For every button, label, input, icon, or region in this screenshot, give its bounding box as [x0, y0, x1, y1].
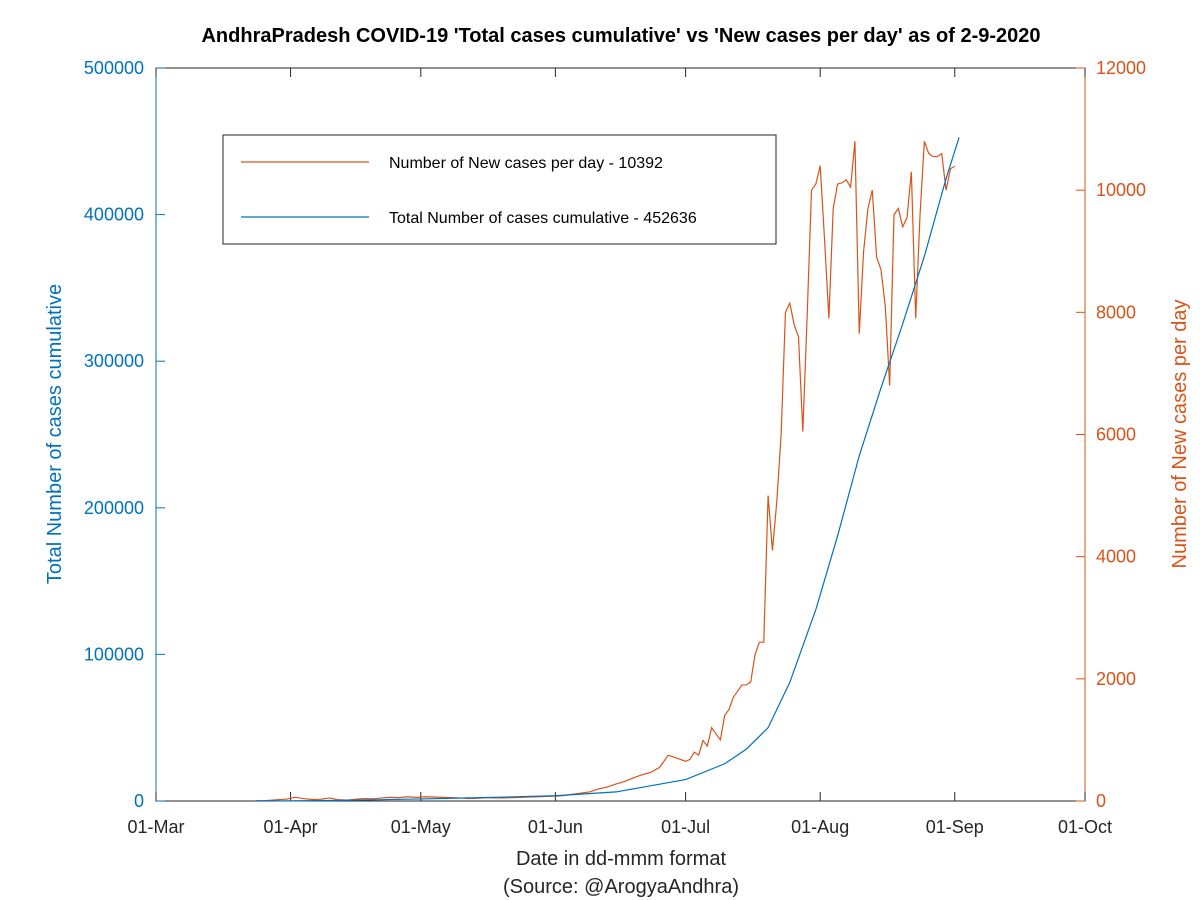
x-axis-source-label: (Source: @ArogyaAndhra) — [503, 876, 739, 898]
x-tick-label: 01-May — [391, 817, 451, 837]
y-right-tick-label: 10000 — [1096, 180, 1146, 200]
legend-label-new-cases: Number of New cases per day - 10392 — [389, 155, 663, 172]
y-right-tick-label: 0 — [1096, 791, 1106, 811]
x-tick-label: 01-Aug — [791, 817, 849, 837]
y-left-tick-label: 300000 — [84, 351, 144, 371]
y-left-tick-label: 0 — [134, 791, 144, 811]
y-left-tick-label: 500000 — [84, 58, 144, 78]
series-line-new-cases — [255, 141, 956, 802]
x-tick-label: 01-Mar — [127, 817, 184, 837]
series-line-total-cases — [255, 137, 960, 802]
legend: Number of New cases per day - 10392 Tota… — [222, 134, 777, 245]
y-left-tick-label: 200000 — [84, 498, 144, 518]
y-right-tick-label: 4000 — [1096, 547, 1136, 567]
x-tick-label: 01-Sep — [926, 817, 984, 837]
y-right-tick-label: 12000 — [1096, 58, 1146, 78]
x-tick-label: 01-Oct — [1058, 817, 1112, 837]
legend-box — [222, 134, 777, 245]
x-tick-label: 01-Jul — [661, 817, 710, 837]
right-axis-label: Number of New cases per day — [1169, 299, 1191, 568]
y-left-tick-label: 400000 — [84, 205, 144, 225]
x-tick-label: 01-Apr — [264, 817, 318, 837]
legend-label-total-cases: Total Number of cases cumulative - 45263… — [389, 210, 697, 227]
tick-marks — [155, 67, 1086, 802]
tick-labels: 01-Mar 01-Apr 01-May 01-Jun 01-Jul 01-Aug 01-S… — [84, 58, 1146, 837]
chart-title: AndhraPradesh COVID-19 'Total cases cumu… — [201, 25, 1040, 47]
y-left-tick-label: 100000 — [84, 644, 144, 664]
y-right-tick-label: 2000 — [1096, 669, 1136, 689]
y-right-tick-label: 8000 — [1096, 302, 1136, 322]
x-axis-label: Date in dd-mmm format — [516, 848, 726, 870]
y-right-tick-label: 6000 — [1096, 425, 1136, 445]
x-tick-label: 01-Jun — [528, 817, 583, 837]
left-axis-label: Total Number of cases cumulative — [44, 284, 66, 584]
